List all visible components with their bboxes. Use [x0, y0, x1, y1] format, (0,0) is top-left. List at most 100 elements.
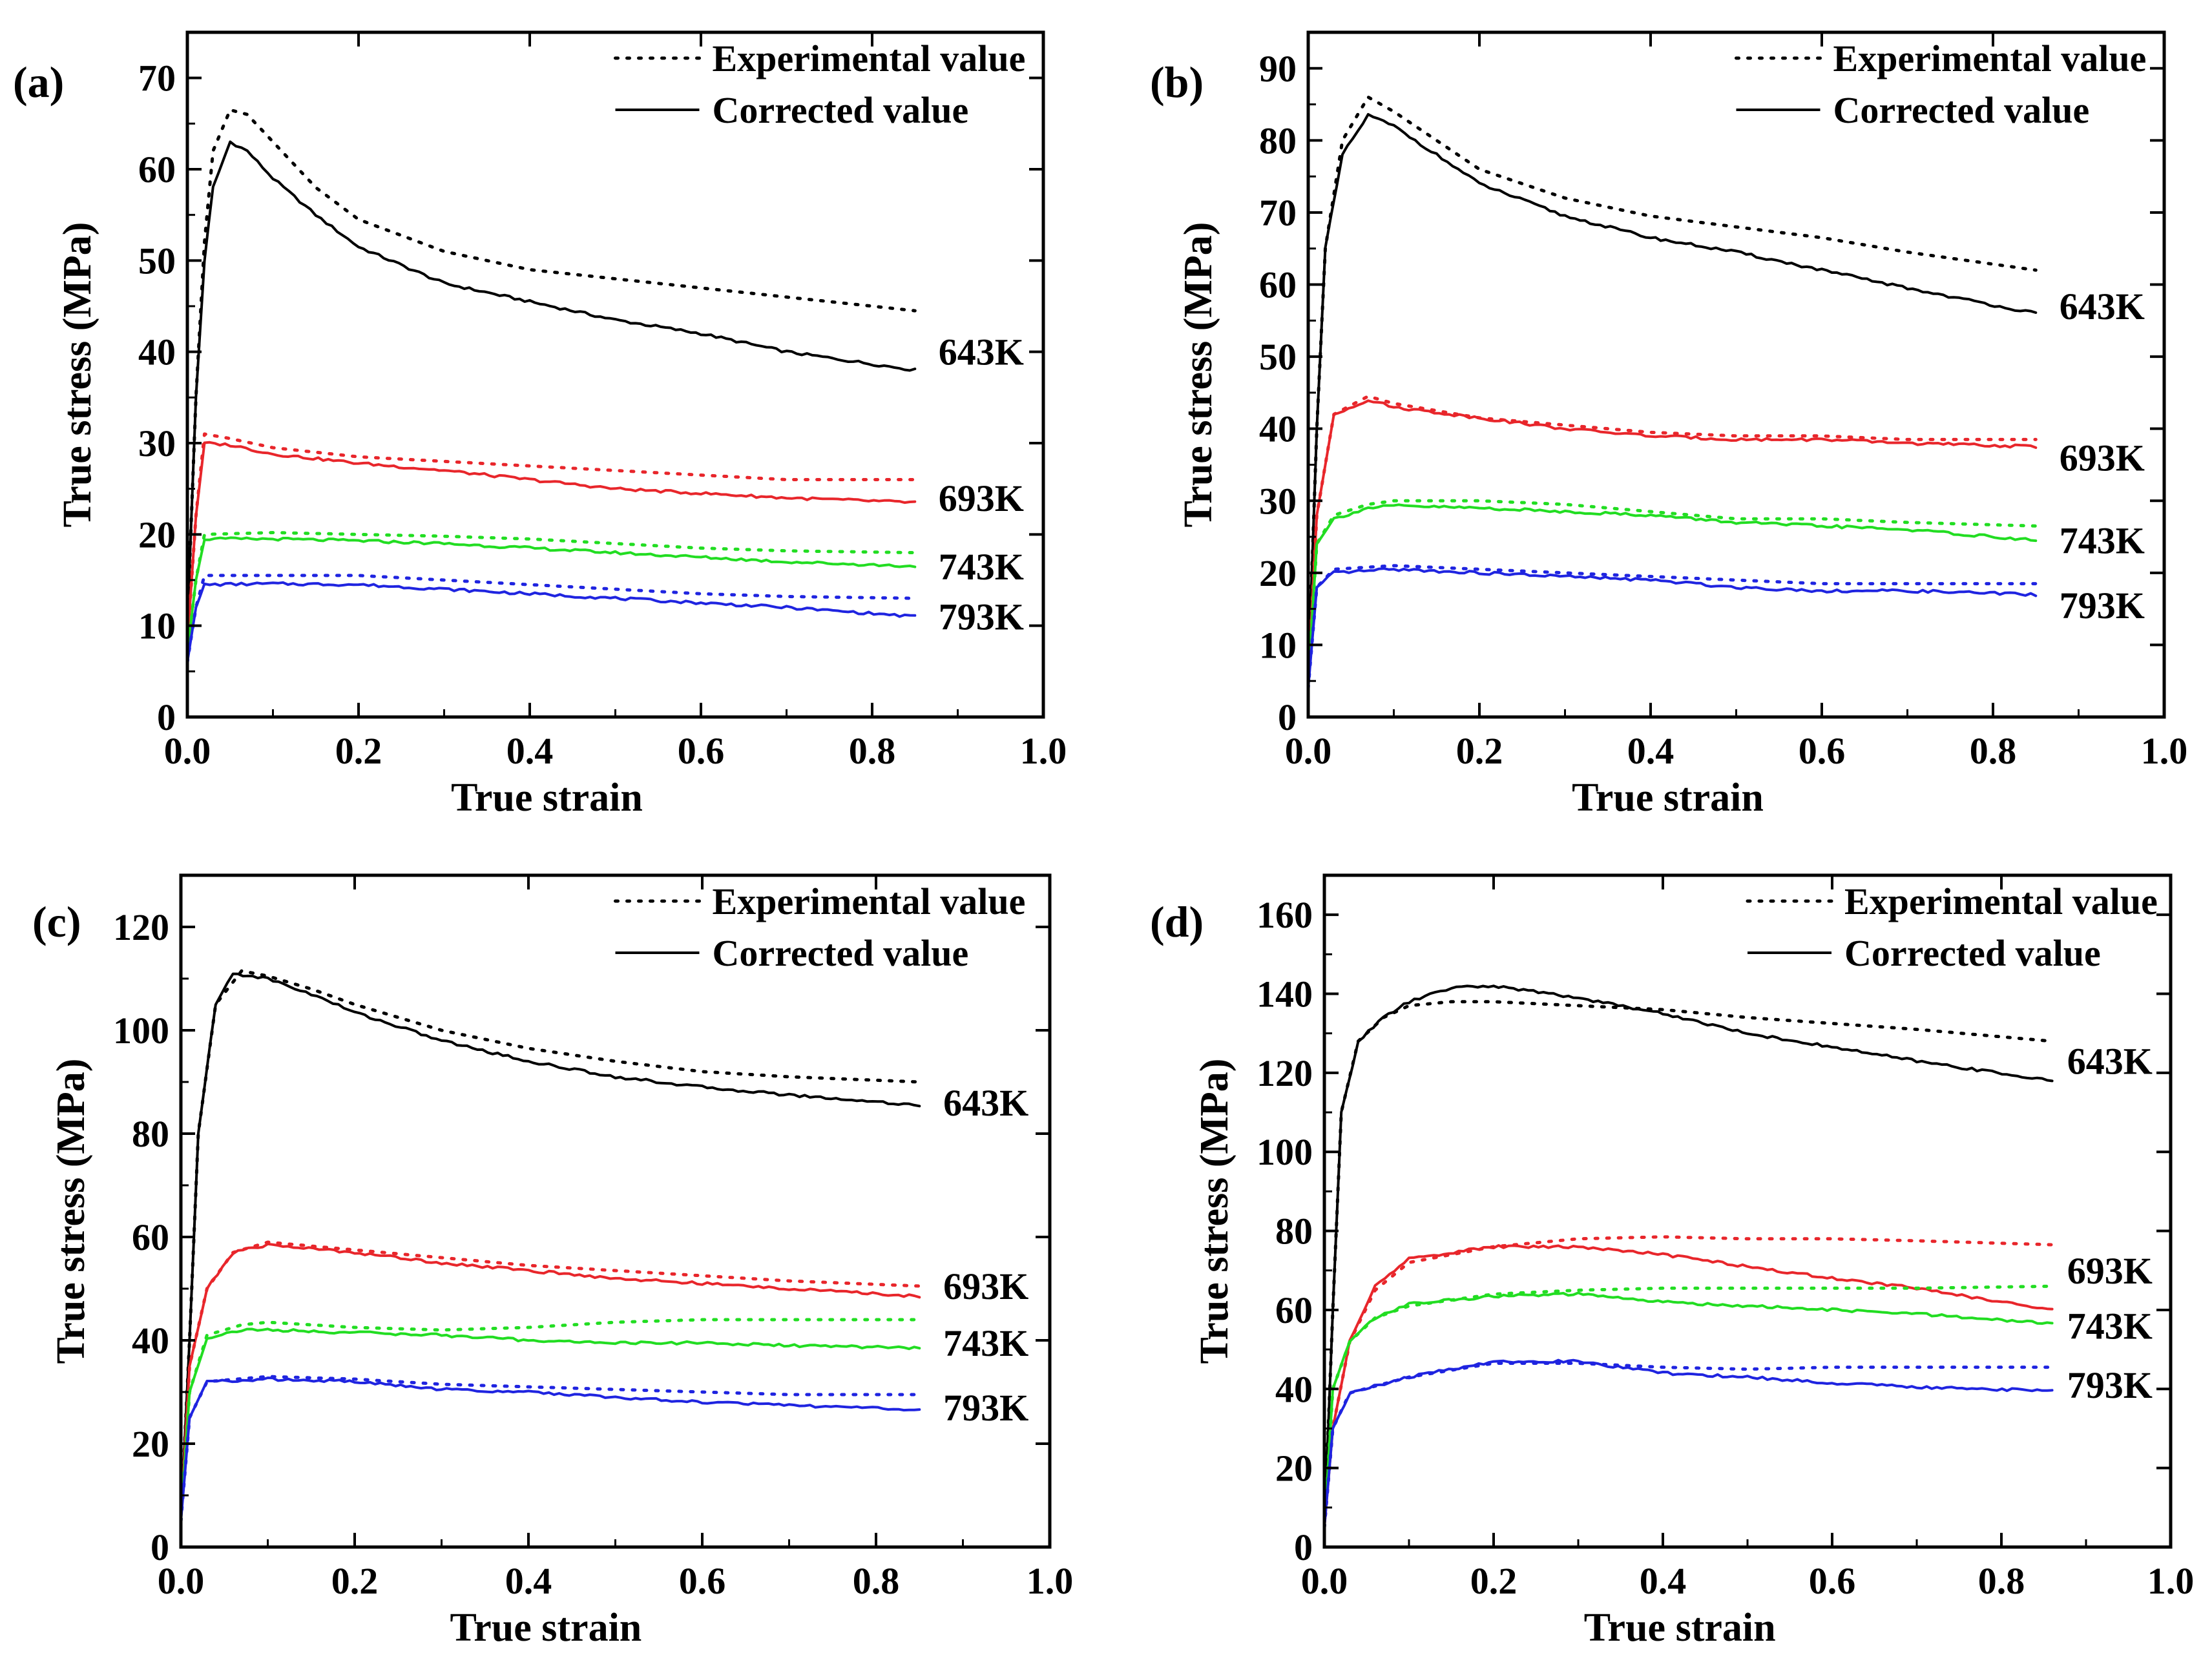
- series-line-643K-corrected: [1323, 984, 2054, 1529]
- x-tick-label: 0.6: [1799, 730, 1846, 772]
- chart-panel-4: (d) 0.0 0.2 0.4 0.6 0.8 1.0 0 20 40 60 80 100 120 140 1…: [1150, 873, 2195, 1650]
- x-tick-label: 0.8: [849, 730, 896, 772]
- series-line-793K-corrected: [1323, 1358, 2054, 1529]
- y-tick-label: 40: [1275, 1368, 1313, 1410]
- y-tick-label: 0: [1278, 696, 1297, 738]
- y-tick-label: 100: [113, 1010, 169, 1052]
- legend-label-experimental: Experimental value: [713, 880, 1026, 922]
- curve-annotation: 743K: [2067, 1305, 2153, 1347]
- panel-label: (d): [1150, 897, 1204, 946]
- y-tick-label: 120: [1257, 1052, 1313, 1094]
- y-tick-label: 60: [132, 1216, 169, 1258]
- x-tick-label: 1.0: [1027, 1560, 1074, 1602]
- y-tick-label: 10: [138, 605, 176, 647]
- x-axis-label: True strain: [1584, 1606, 1776, 1650]
- x-tick-label: 0.2: [335, 730, 382, 772]
- y-tick-label: 140: [1257, 973, 1313, 1015]
- series-line-693K-experimental: [1306, 395, 2038, 683]
- curve-annotation: 643K: [943, 1082, 1028, 1124]
- curve-annotation: 793K: [2060, 585, 2145, 627]
- legend-label-corrected: Corrected value: [1833, 89, 2090, 131]
- y-tick-label: 0: [151, 1526, 169, 1568]
- x-tick-label: 0.2: [1470, 1560, 1518, 1602]
- legend-label-experimental: Experimental value: [1844, 880, 2158, 922]
- curve-annotation: 643K: [2060, 286, 2145, 327]
- series-line-743K-experimental: [185, 531, 917, 655]
- series-line-693K-corrected: [1323, 1244, 2054, 1529]
- series-line-643K-corrected: [1307, 113, 2038, 683]
- y-tick-label: 20: [132, 1423, 169, 1465]
- y-axis-label: True stress (MPa): [49, 1059, 93, 1364]
- x-tick-label: 1.0: [2141, 730, 2188, 772]
- series-line-743K-experimental: [1306, 499, 2038, 683]
- series-line-793K-experimental: [1306, 564, 2038, 690]
- x-tick-label: 0.8: [853, 1560, 900, 1602]
- chart-panel-3: (c) 0.0 0.2 0.4 0.6 0.8 1.0 0 20 40 60 80 100 120 True…: [32, 873, 1074, 1650]
- curve-annotation: 693K: [2067, 1250, 2153, 1292]
- y-tick-label: 10: [1259, 624, 1297, 666]
- y-tick-label: 40: [138, 331, 176, 373]
- y-tick-label: 60: [1275, 1289, 1313, 1331]
- panel-label: (a): [13, 57, 64, 107]
- y-tick-label: 100: [1257, 1131, 1313, 1173]
- y-tick-label: 40: [1259, 408, 1297, 450]
- legend-label-experimental: Experimental value: [1833, 37, 2147, 79]
- curve-annotation: 743K: [939, 546, 1024, 588]
- curve-annotation: 793K: [939, 596, 1024, 638]
- x-tick-label: 1.0: [1020, 730, 1067, 772]
- series-line-693K-corrected: [180, 1242, 921, 1522]
- y-tick-label: 20: [138, 514, 176, 556]
- curve-annotation: 693K: [2060, 437, 2145, 479]
- curve-annotation: 693K: [939, 477, 1024, 519]
- series-line-743K-experimental: [179, 1318, 921, 1523]
- x-tick-label: 0.0: [164, 730, 211, 772]
- curve-annotation: 643K: [2067, 1041, 2153, 1083]
- series-line-793K-corrected: [1307, 567, 2038, 690]
- series-line-793K-corrected: [180, 1377, 921, 1522]
- y-tick-label: 80: [1275, 1211, 1313, 1252]
- x-tick-label: 0.2: [1456, 730, 1503, 772]
- series-line-743K-corrected: [1307, 503, 2038, 683]
- y-tick-label: 60: [138, 149, 176, 191]
- curve-annotation: 743K: [2060, 520, 2145, 562]
- legend-label-corrected: Corrected value: [713, 932, 969, 974]
- x-tick-label: 0.2: [331, 1560, 379, 1602]
- series-line-693K-experimental: [179, 1240, 921, 1523]
- x-tick-label: 0.4: [1627, 730, 1675, 772]
- y-axis-label: True stress (MPa): [56, 222, 99, 528]
- x-tick-label: 0.8: [1978, 1560, 2025, 1602]
- y-axis-label: True stress (MPa): [1176, 222, 1220, 528]
- chart-panel-1: (a) 0.0 0.2 0.4 0.6 0.8 1.0 0 10 20 30 40 50 60 70 True…: [13, 30, 1067, 820]
- x-axis-label: True strain: [451, 776, 643, 820]
- x-tick-label: 0.0: [158, 1560, 205, 1602]
- y-tick-label: 90: [1259, 48, 1297, 90]
- series-line-743K-corrected: [1323, 1291, 2054, 1529]
- y-tick-label: 20: [1275, 1448, 1313, 1490]
- series-line-743K-experimental: [1322, 1284, 2054, 1529]
- y-tick-label: 60: [1259, 264, 1297, 306]
- y-tick-label: 70: [1259, 192, 1297, 234]
- x-axis-label: True strain: [450, 1606, 642, 1650]
- series-line-693K-experimental: [185, 432, 917, 646]
- series-line-693K-corrected: [1307, 399, 2038, 683]
- x-tick-label: 0.6: [1809, 1560, 1856, 1602]
- y-tick-label: 50: [1259, 336, 1297, 378]
- y-tick-label: 0: [157, 696, 176, 738]
- x-tick-label: 0.4: [505, 1560, 552, 1602]
- legend-label-experimental: Experimental value: [713, 37, 1026, 79]
- series-line-743K-corrected: [186, 536, 917, 655]
- x-tick-label: 1.0: [2147, 1560, 2195, 1602]
- legend-label-corrected: Corrected value: [1844, 932, 2101, 974]
- x-tick-label: 0.0: [1285, 730, 1332, 772]
- series-line-643K-corrected: [186, 140, 917, 627]
- series-line-643K-experimental: [185, 108, 917, 628]
- plot-frame: [1306, 30, 2166, 719]
- series-line-793K-experimental: [1322, 1362, 2054, 1529]
- series-line-743K-corrected: [180, 1327, 921, 1522]
- y-tick-label: 80: [1259, 119, 1297, 161]
- y-tick-label: 70: [138, 57, 176, 99]
- curve-annotation: 793K: [943, 1387, 1028, 1429]
- curve-annotation: 643K: [939, 331, 1024, 373]
- y-tick-label: 0: [1294, 1526, 1313, 1568]
